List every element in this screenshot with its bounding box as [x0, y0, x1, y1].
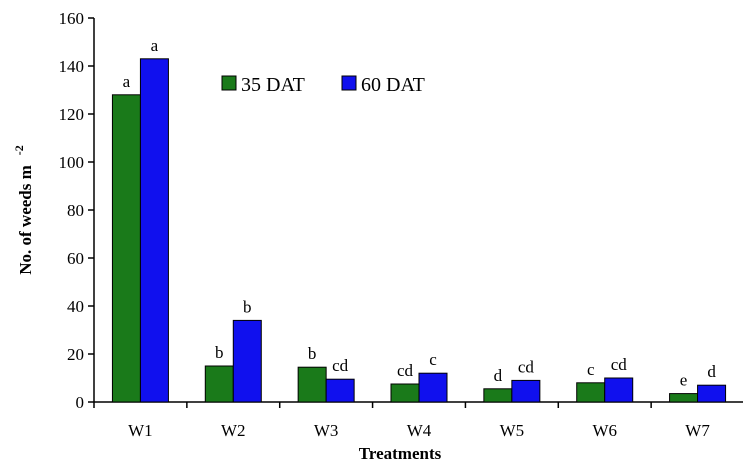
y-axis-title-main: No. of weeds m [16, 165, 35, 275]
x-tick-label-w3: W3 [314, 421, 339, 440]
x-tick-label-w6: W6 [592, 421, 617, 440]
bar-label-35-dat-w1: a [123, 72, 131, 91]
x-axis: W1 W2 W3 W4 W5 W6 W7 [93, 401, 743, 440]
bar-label-60-dat-w1: a [151, 36, 159, 55]
bar-label-60-dat-w5: cd [518, 357, 535, 376]
y-tick-label-80: 80 [67, 201, 84, 220]
bar-35-dat-w2 [204, 365, 234, 403]
bars [111, 58, 727, 403]
bar-label-35-dat-w2: b [215, 343, 224, 362]
legend-label-60-dat: 60 DAT [361, 74, 425, 96]
legend-swatch-35-dat [221, 75, 237, 91]
legend-swatch-60-dat [341, 75, 357, 91]
y-axis-title-group: No. of weeds m -2 [12, 145, 35, 275]
bar-60-dat-w3 [325, 378, 355, 403]
y-tick-label-40: 40 [67, 297, 84, 316]
bar-35-dat-w5 [483, 388, 513, 403]
bar-label-35-dat-w3: b [308, 344, 317, 363]
bar-label-35-dat-w5: d [494, 366, 503, 385]
bar-60-dat-w6 [604, 377, 634, 403]
x-axis-title: Treatments [359, 444, 442, 463]
y-tick-label-20: 20 [67, 345, 84, 364]
bar-35-dat-w6 [576, 382, 606, 403]
y-tick-label-100: 100 [59, 153, 85, 172]
y-tick-label-140: 140 [59, 57, 85, 76]
bar-label-35-dat-w6: c [587, 360, 595, 379]
y-tick-label-120: 120 [59, 105, 85, 124]
y-axis-title-superscript: -2 [12, 145, 26, 155]
bar-60-dat-w7 [697, 384, 727, 403]
y-axis: 0 20 40 60 80 100 120 140 160 [59, 9, 95, 412]
bar-35-dat-w3 [297, 366, 327, 403]
bar-label-60-dat-w2: b [243, 297, 252, 316]
bar-35-dat-w1 [111, 94, 141, 403]
bar-60-dat-w2 [232, 319, 262, 403]
legend-label-35-dat: 35 DAT [241, 74, 305, 96]
bar-label-60-dat-w6: cd [611, 355, 628, 374]
x-tick-label-w1: W1 [128, 421, 153, 440]
y-tick-label-60: 60 [67, 249, 84, 268]
y-tick-label-0: 0 [76, 393, 85, 412]
x-tick-label-w2: W2 [221, 421, 246, 440]
bar-label-60-dat-w7: d [707, 362, 716, 381]
bar-label-35-dat-w7: e [680, 371, 688, 390]
bar-60-dat-w1 [139, 58, 169, 403]
bar-35-dat-w4 [390, 383, 420, 403]
bar-60-dat-w5 [511, 379, 541, 403]
y-tick-label-160: 160 [59, 9, 85, 28]
y-axis-title: No. of weeds m -2 [12, 145, 35, 275]
legend: 35 DAT 60 DAT [221, 74, 425, 96]
bar-label-60-dat-w4: c [429, 350, 437, 369]
bar-60-dat-w4 [418, 372, 448, 403]
bar-35-dat-w7 [669, 393, 699, 403]
x-tick-label-w7: W7 [685, 421, 710, 440]
bar-label-60-dat-w3: cd [332, 356, 349, 375]
x-tick-label-w4: W4 [407, 421, 432, 440]
bar-label-35-dat-w4: cd [397, 361, 414, 380]
x-tick-label-w5: W5 [500, 421, 525, 440]
